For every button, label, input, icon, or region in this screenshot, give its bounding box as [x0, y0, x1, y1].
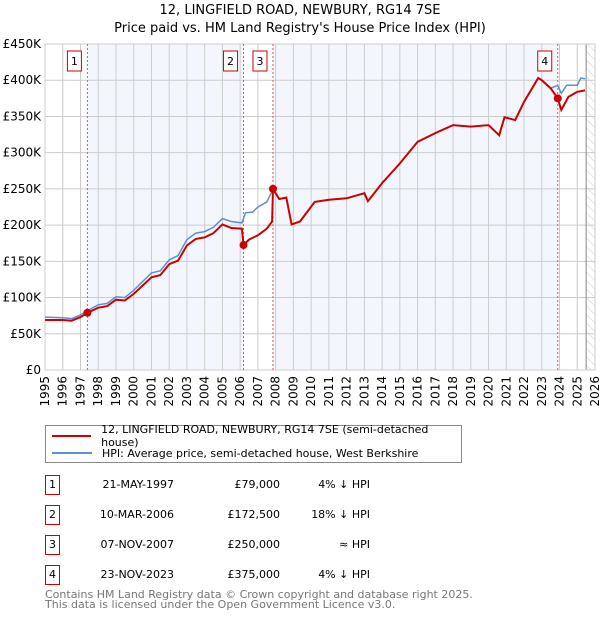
- legend-item-hpi: HPI: Average price, semi-detached house,…: [46, 445, 418, 461]
- x-tick-label: 2015: [393, 376, 407, 407]
- sale-label: 1: [71, 55, 78, 68]
- x-tick-label: 2010: [304, 376, 318, 407]
- sale-number: 3: [45, 535, 60, 555]
- chart-subtitle: Price paid vs. HM Land Registry's House …: [114, 21, 486, 36]
- sale-point: [553, 94, 562, 103]
- shaded-period: [272, 44, 558, 370]
- x-tick-label: 2009: [286, 376, 300, 407]
- x-tick-label: 1998: [91, 376, 105, 407]
- sale-row: 3 07-NOV-2007 £250,000 ≈ HPI: [45, 535, 445, 555]
- legend: 12, LINGFIELD ROAD, NEWBURY, RG14 7SE (s…: [45, 423, 462, 463]
- x-tick-label: 2014: [375, 376, 389, 407]
- sale-price: £79,000: [234, 478, 281, 491]
- sale-hpi-relation: 4% ↓ HPI: [318, 568, 370, 581]
- sale-point: [239, 241, 248, 250]
- sale-label: 2: [227, 55, 234, 68]
- x-tick-label: 1995: [38, 376, 52, 407]
- legend-swatch-red: [52, 435, 92, 437]
- x-tick-label: 2025: [570, 376, 584, 407]
- sale-price: £172,500: [227, 508, 281, 521]
- sale-hpi-relation: ≈ HPI: [339, 538, 370, 551]
- y-tick-label: £250K: [3, 182, 43, 196]
- y-tick-label: £50K: [10, 327, 42, 341]
- x-tick-label: 2002: [162, 376, 176, 407]
- x-tick-label: 1999: [109, 376, 123, 407]
- footer-line-2: This data is licensed under the Open Gov…: [45, 598, 396, 611]
- x-tick-label: 2023: [535, 376, 549, 407]
- legend-item-property: 12, LINGFIELD ROAD, NEWBURY, RG14 7SE (s…: [46, 423, 461, 449]
- sale-label-box: [223, 50, 239, 72]
- x-tick-label: 2021: [499, 376, 513, 407]
- sale-hpi-relation: 18% ↓ HPI: [311, 508, 370, 521]
- sale-date: 21-MAY-1997: [102, 478, 174, 491]
- sale-label-box: [252, 50, 268, 72]
- x-tick-label: 2004: [198, 376, 212, 407]
- x-tick-label: 2000: [127, 376, 141, 407]
- y-tick-label: £200K: [3, 218, 43, 232]
- sale-date: 07-NOV-2007: [100, 538, 174, 551]
- legend-label: HPI: Average price, semi-detached house,…: [102, 446, 419, 460]
- property-price-line: [45, 76, 586, 322]
- sale-price: £375,000: [227, 568, 281, 581]
- x-tick-label: 2024: [553, 376, 567, 407]
- y-tick-label: £0: [26, 363, 41, 377]
- sale-number: 2: [45, 505, 60, 525]
- shaded-period: [87, 44, 244, 370]
- legend-swatch-blue: [52, 452, 92, 454]
- y-tick-label: £400K: [3, 73, 43, 87]
- sale-point: [83, 308, 92, 317]
- sale-label: 3: [256, 55, 263, 68]
- y-tick-label: £450K: [3, 37, 43, 51]
- sale-number: 4: [45, 565, 60, 585]
- sale-row: 1 21-MAY-1997 £79,000 4% ↓ HPI: [45, 475, 445, 495]
- sale-date: 23-NOV-2023: [100, 568, 174, 581]
- x-tick-label: 2005: [215, 376, 229, 407]
- x-tick-label: 2018: [446, 376, 460, 407]
- chart-title: 12, LINGFIELD ROAD, NEWBURY, RG14 7SE: [159, 3, 441, 18]
- x-tick-label: 1997: [73, 376, 87, 407]
- x-tick-label: 2007: [251, 376, 265, 407]
- x-tick-label: 2001: [144, 376, 158, 407]
- sale-label-box: [66, 50, 82, 72]
- footer-line-1: Contains HM Land Registry data © Crown c…: [45, 588, 473, 601]
- legend-label: 12, LINGFIELD ROAD, NEWBURY, RG14 7SE (s…: [101, 423, 429, 449]
- footer: Contains HM Land Registry data © Crown c…: [45, 588, 473, 611]
- x-tick-label: 2013: [357, 376, 371, 407]
- x-tick-label: 1996: [56, 376, 70, 407]
- x-tick-label: 2008: [269, 376, 283, 407]
- x-tick-label: 2019: [464, 376, 478, 407]
- sale-number: 1: [45, 475, 60, 495]
- sale-price: £250,000: [227, 538, 281, 551]
- sale-label-box: [537, 50, 553, 72]
- sale-row: 4 23-NOV-2023 £375,000 4% ↓ HPI: [45, 565, 445, 585]
- sale-hpi-relation: 4% ↓ HPI: [318, 478, 370, 491]
- plot-border: [44, 43, 596, 371]
- x-tick-label: 2012: [340, 376, 354, 407]
- sale-label: 4: [541, 55, 548, 68]
- x-tick-label: 2017: [428, 376, 442, 407]
- sale-row: 2 10-MAR-2006 £172,500 18% ↓ HPI: [45, 505, 445, 525]
- x-tick-label: 2022: [517, 376, 531, 407]
- sale-point: [268, 184, 277, 193]
- sale-date: 10-MAR-2006: [99, 508, 174, 521]
- forecast-hatch: [586, 44, 595, 370]
- x-tick-label: 2006: [233, 376, 247, 407]
- y-tick-label: £100K: [3, 291, 43, 305]
- y-tick-label: £350K: [3, 109, 43, 123]
- y-tick-label: £300K: [3, 146, 43, 160]
- x-tick-label: 2020: [482, 376, 496, 407]
- x-tick-label: 2003: [180, 376, 194, 407]
- y-tick-label: £150K: [3, 254, 43, 268]
- x-tick-label: 2011: [322, 376, 336, 407]
- x-tick-label: 2026: [588, 376, 600, 407]
- x-tick-label: 2016: [411, 376, 425, 407]
- price-chart: £0 £50K £100K £150K £200K £250K £300K £350K £400…: [3, 37, 600, 407]
